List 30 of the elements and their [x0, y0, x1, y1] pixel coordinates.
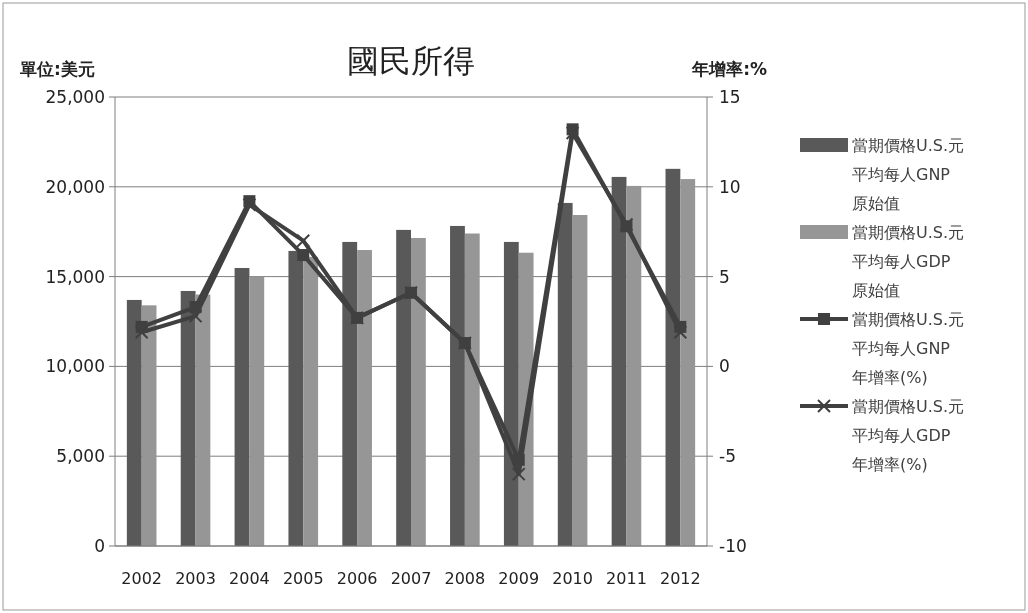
y2-tick-label: 0 — [719, 356, 730, 377]
y-tick-label: 20,000 — [45, 176, 105, 197]
y-tick-label: 5,000 — [56, 446, 105, 467]
x-tick-label: 2008 — [444, 569, 486, 588]
y2-tick-label: -5 — [719, 446, 736, 467]
x-tick-label: 2009 — [498, 569, 540, 588]
y2-tick-label: 5 — [719, 266, 730, 287]
y-tick-label: 15,000 — [45, 266, 105, 287]
legend-label: 當期價格U.S.元平均每人GNP年增率(%) — [852, 309, 965, 387]
x-tick-label: 2003 — [175, 569, 216, 588]
legend-label: 當期價格U.S.元平均每人GDP原始值 — [852, 222, 965, 300]
legend-label: 當期價格U.S.元平均每人GNP原始值 — [852, 135, 965, 213]
y2-tick-label: -10 — [719, 535, 747, 556]
y2-tick-label: 15 — [719, 86, 741, 107]
y-tick-label: 10,000 — [45, 356, 105, 377]
y-tick-label: 25,000 — [45, 86, 105, 107]
y2-axis-title: 年增率:% — [691, 59, 767, 79]
y2-tick-label: 10 — [719, 176, 741, 197]
x-tick-label: 2011 — [606, 569, 647, 588]
x-tick-label: 2012 — [659, 569, 701, 588]
x-tick-label: 2007 — [390, 569, 432, 588]
y-axis-title: 單位:美元 — [19, 59, 95, 79]
y-tick-label: 0 — [94, 535, 105, 556]
chart-title: 國民所得 — [347, 42, 475, 80]
x-tick-label: 2004 — [229, 569, 270, 588]
x-tick-label: 2002 — [121, 569, 163, 588]
x-tick-label: 2005 — [282, 569, 324, 588]
legend-label: 當期價格U.S.元平均每人GDP年增率(%) — [852, 396, 965, 474]
x-tick-label: 2006 — [336, 569, 378, 588]
x-tick-label: 2010 — [552, 569, 593, 588]
